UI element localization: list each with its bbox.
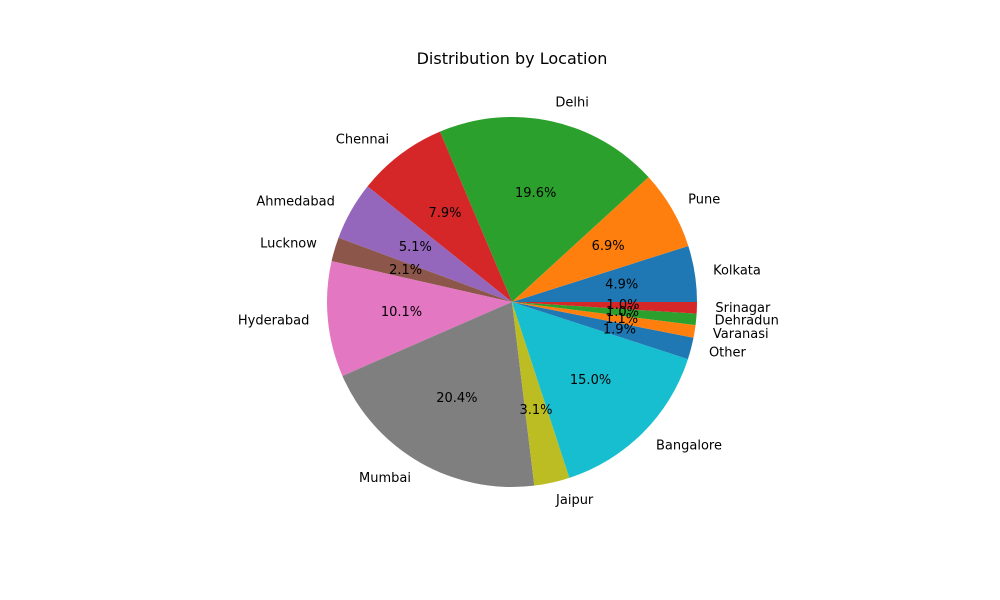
pie-slice-varanasi — [512, 302, 696, 338]
slice-label-mumbai: Mumbai — [359, 471, 411, 486]
pie-slice-kolkata — [512, 245, 697, 302]
slice-percent-dehradun: 1.0% — [606, 305, 639, 320]
slice-label-varanasi: Varanasi — [713, 327, 769, 342]
slice-label-other: Other — [709, 346, 747, 361]
pie-slice-mumbai — [342, 302, 535, 487]
slice-label-lucknow: Lucknow — [260, 237, 317, 252]
pie-slice-jaipur — [512, 302, 570, 486]
slice-label-delhi: Delhi — [555, 96, 588, 111]
slice-label-chennai: Chennai — [336, 132, 389, 147]
slice-percent-jaipur: 3.1% — [520, 403, 553, 418]
slice-label-dehradun: Dehradun — [715, 314, 779, 329]
pct-labels-layer: 4.9% 6.9% 19.6% 7.9% 5.1% 2.1% 10.1% 20.4% 3.1% 1… — [381, 186, 640, 418]
slice-percent-delhi: 19.6% — [515, 186, 556, 201]
slice-percent-other: 1.9% — [603, 322, 636, 337]
slice-percent-chennai: 7.9% — [428, 206, 461, 221]
slice-percent-kolkata: 4.9% — [605, 278, 638, 293]
chart-title: Distribution by Location — [417, 49, 608, 68]
slice-label-srinagar: Srinagar — [715, 301, 771, 316]
pie-slice-bangalore — [512, 302, 688, 478]
slice-percent-varanasi: 1.1% — [605, 312, 638, 327]
pie-slice-hyderabad — [326, 261, 512, 376]
pie-slice-pune — [512, 177, 689, 302]
slice-label-jaipur: Jaipur — [555, 493, 594, 508]
slice-percent-ahmedabad: 5.1% — [399, 240, 432, 255]
slice-label-hyderabad: Hyderabad — [238, 314, 310, 329]
pie-slice-chennai — [367, 131, 512, 302]
slice-label-pune: Pune — [688, 193, 720, 208]
pie-slice-lucknow — [331, 237, 512, 302]
slice-label-bangalore: Bangalore — [656, 438, 722, 453]
slices-layer — [326, 116, 698, 487]
slice-label-kolkata: Kolkata — [713, 263, 761, 278]
slice-label-ahmedabad: Ahmedabad — [256, 194, 334, 209]
slice-percent-bangalore: 15.0% — [570, 373, 611, 388]
pie-slice-srinagar — [512, 302, 698, 314]
slice-percent-lucknow: 2.1% — [389, 263, 422, 278]
pie-slice-ahmedabad — [338, 186, 512, 302]
slice-percent-pune: 6.9% — [592, 239, 625, 254]
slice-percent-srinagar: 1.0% — [606, 298, 639, 313]
pie-slice-dehradun — [512, 302, 697, 326]
pie-slice-other — [512, 302, 694, 360]
pie-slice-delhi — [439, 116, 649, 303]
slice-percent-hyderabad: 10.1% — [381, 305, 422, 320]
labels-layer: Kolkata Pune Delhi Chennai Ahmedabad Lucknow H… — [238, 96, 779, 508]
slice-percent-mumbai: 20.4% — [436, 391, 477, 406]
